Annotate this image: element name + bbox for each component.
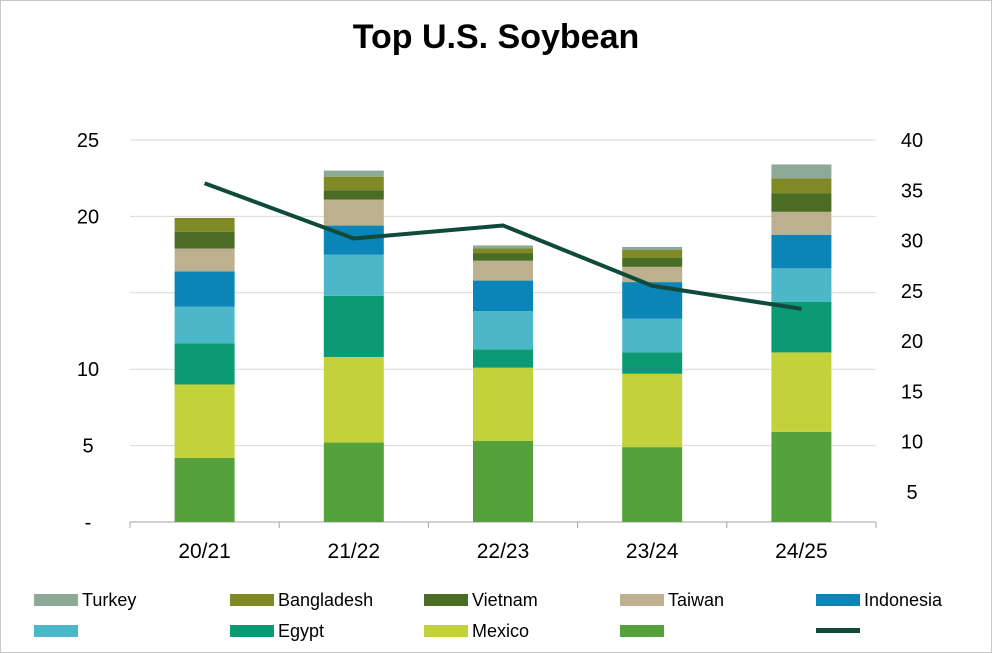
bar-segment	[174, 384, 235, 458]
bar-segment	[323, 170, 384, 177]
x-category-label: 20/21	[178, 540, 231, 563]
bar-segment	[771, 234, 832, 269]
bar-segment	[473, 349, 533, 368]
x-category-label: 22/23	[477, 540, 530, 563]
bar-segment	[622, 257, 683, 267]
bar-segment	[174, 217, 235, 232]
bar-segment	[473, 367, 533, 442]
legend-swatch	[424, 594, 468, 606]
x-category-label: 24/25	[775, 540, 828, 563]
y-right-tick-label: 10	[901, 432, 923, 454]
legend-swatch	[816, 594, 860, 606]
legend-swatch	[34, 625, 78, 637]
legend-swatch	[620, 594, 664, 606]
y-right-tick-label: 5	[906, 482, 917, 504]
bar-segment	[771, 164, 832, 179]
y-right-tick-label: 40	[901, 130, 923, 152]
legend-label: Indonesia	[864, 590, 943, 610]
bar-segment	[771, 193, 832, 212]
bar-segment	[174, 343, 235, 385]
bar-segment	[323, 254, 384, 296]
legend-label: Taiwan	[668, 590, 724, 610]
x-category-label: 21/22	[328, 540, 381, 563]
y-right-tick-label: 35	[901, 180, 923, 202]
bar-segment	[622, 447, 683, 522]
y-right-tick-label: 15	[901, 381, 923, 403]
y-left-tick-label: 10	[77, 359, 99, 381]
y-left-tick-label: 25	[77, 130, 99, 152]
bar-segment	[771, 352, 832, 432]
legend-swatch	[230, 594, 274, 606]
legend-swatch	[34, 594, 78, 606]
bar-segment	[771, 268, 832, 302]
y-right-tick-label: 20	[901, 331, 923, 353]
chart-title: Top U.S. Soybean	[352, 18, 640, 56]
bar-segment	[323, 190, 384, 200]
y-right-tick-label: 25	[901, 281, 923, 303]
bar-segment	[323, 295, 384, 357]
y-left-tick-label: 20	[77, 206, 99, 228]
bar-segment	[174, 306, 235, 344]
bar-segment	[473, 260, 533, 281]
bar-segment	[174, 231, 235, 249]
bar-segment	[622, 250, 683, 258]
bar-segment	[473, 248, 533, 254]
y-right-tick-label: 30	[901, 231, 923, 253]
legend-swatch	[424, 625, 468, 637]
bar-segment	[473, 280, 533, 312]
bar-segment	[473, 253, 533, 261]
bar-segment	[174, 457, 235, 522]
bar-segment	[622, 373, 683, 448]
legend-label: Bangladesh	[278, 590, 373, 610]
y-left-tick-label: 5	[82, 436, 93, 458]
bar-segment	[622, 352, 683, 374]
legend-label: Egypt	[278, 621, 324, 641]
y-left-tick-label: -	[85, 512, 92, 534]
line-series	[203, 181, 802, 311]
bar-segment	[771, 431, 832, 522]
bar-segment	[473, 245, 533, 249]
bar-segment	[622, 246, 683, 251]
legend-label: Vietnam	[472, 590, 538, 610]
bar-segment	[323, 176, 384, 191]
bar-segment	[323, 356, 384, 443]
bar-segment	[473, 311, 533, 350]
bar-segment	[771, 211, 832, 235]
bar-segment	[771, 178, 832, 194]
bar-segment	[622, 318, 683, 353]
bar-segment	[174, 248, 235, 272]
bar-segment	[323, 442, 384, 522]
bar-segment	[622, 266, 683, 283]
legend-label: Mexico	[472, 621, 529, 641]
bar-segment	[771, 301, 832, 353]
bar-segment	[323, 199, 384, 226]
bar-segment	[473, 441, 533, 522]
x-category-label: 23/24	[626, 540, 679, 563]
legend-swatch	[230, 625, 274, 637]
legend-label: Turkey	[82, 590, 136, 610]
bar-segment	[174, 271, 235, 307]
legend-swatch	[816, 628, 860, 633]
legend-swatch	[620, 625, 664, 637]
